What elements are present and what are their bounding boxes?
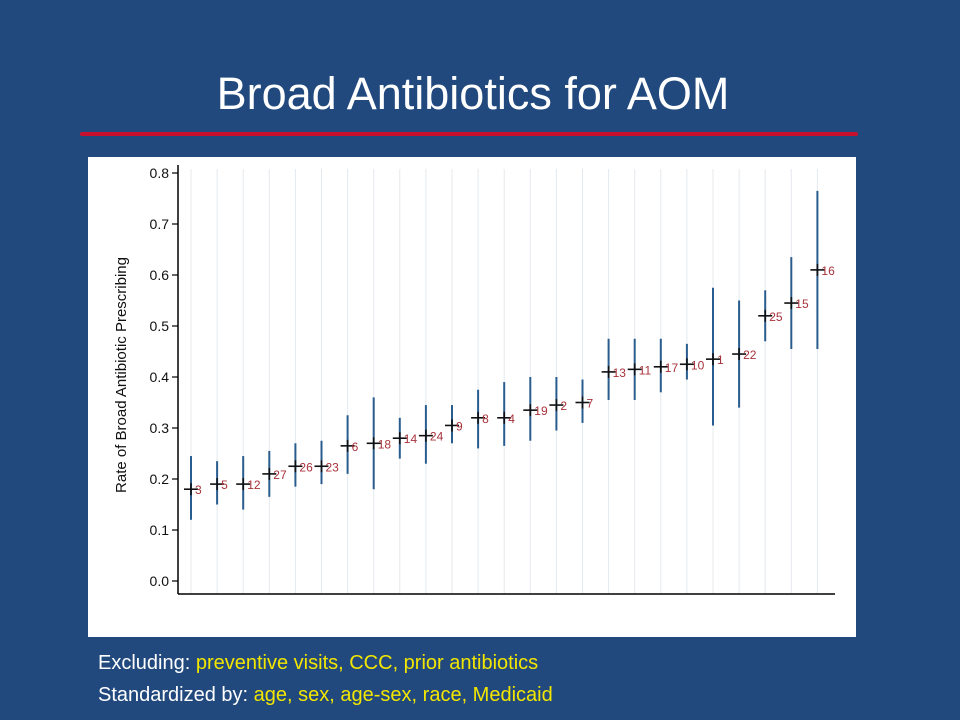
point-label: 26 <box>299 460 313 474</box>
point-label: 22 <box>743 348 757 362</box>
standardization-caption-label: Standardized by: <box>98 684 249 706</box>
y-tick-label: 0.5 <box>150 318 170 334</box>
point-label: 25 <box>769 310 783 324</box>
y-tick-label: 0.8 <box>150 165 170 181</box>
standardization-caption-value: age, sex, age-sex, race, Medicaid <box>253 684 553 706</box>
point-label: 2 <box>560 399 567 413</box>
point-label: 1 <box>717 353 724 367</box>
point-label: 5 <box>221 478 228 492</box>
point-label: 8 <box>482 412 489 426</box>
point-label: 19 <box>534 404 548 418</box>
point-label: 13 <box>613 366 627 380</box>
point-label: 17 <box>665 361 679 375</box>
exclusion-caption-value: preventive visits, CCC, prior antibiotic… <box>195 652 539 674</box>
grid-lines <box>190 169 818 594</box>
y-tick-label: 0.6 <box>150 267 170 283</box>
y-tick-label: 0.0 <box>150 573 170 589</box>
point-label: 14 <box>404 432 418 446</box>
point-label: 24 <box>430 430 444 444</box>
point-label: 18 <box>378 437 392 451</box>
y-tick-label: 0.4 <box>150 369 170 385</box>
y-tick-label: 0.7 <box>150 216 170 232</box>
point-label: 7 <box>587 397 594 411</box>
point-markers <box>184 263 825 496</box>
standardization-caption: Standardized by: age, sex, age-sex, race… <box>98 683 938 707</box>
exclusion-caption-label: Excluding: <box>98 652 191 674</box>
point-label: 10 <box>691 358 705 372</box>
point-label: 11 <box>639 363 652 377</box>
point-label: 23 <box>326 460 340 474</box>
point-label: 27 <box>273 468 287 482</box>
exclusion-caption: Excluding: preventive visits, CCC, prior… <box>98 651 938 675</box>
chart-panel: 0.0 0.1 0.2 0.3 0.4 0.5 0.6 0.7 0.8 3 5 12 27 26 23 6 1… <box>88 157 856 637</box>
point-label: 4 <box>508 412 515 426</box>
point-label: 12 <box>247 478 261 492</box>
point-label: 15 <box>795 297 809 311</box>
y-tick-label: 0.3 <box>150 420 170 436</box>
y-tick-label: 0.2 <box>150 471 170 487</box>
point-label: 16 <box>821 264 835 278</box>
point-label: 9 <box>456 419 463 433</box>
y-axis: 0.0 0.1 0.2 0.3 0.4 0.5 0.6 0.7 0.8 <box>150 165 835 595</box>
title-divider <box>80 132 858 136</box>
point-label: 6 <box>352 440 359 454</box>
point-label: 3 <box>195 483 202 497</box>
y-tick-label: 0.1 <box>150 522 170 538</box>
y-axis-label: Rate of Broad Antibiotic Prescribing <box>113 257 130 493</box>
slide-title: Broad Antibiotics for AOM <box>216 68 730 119</box>
